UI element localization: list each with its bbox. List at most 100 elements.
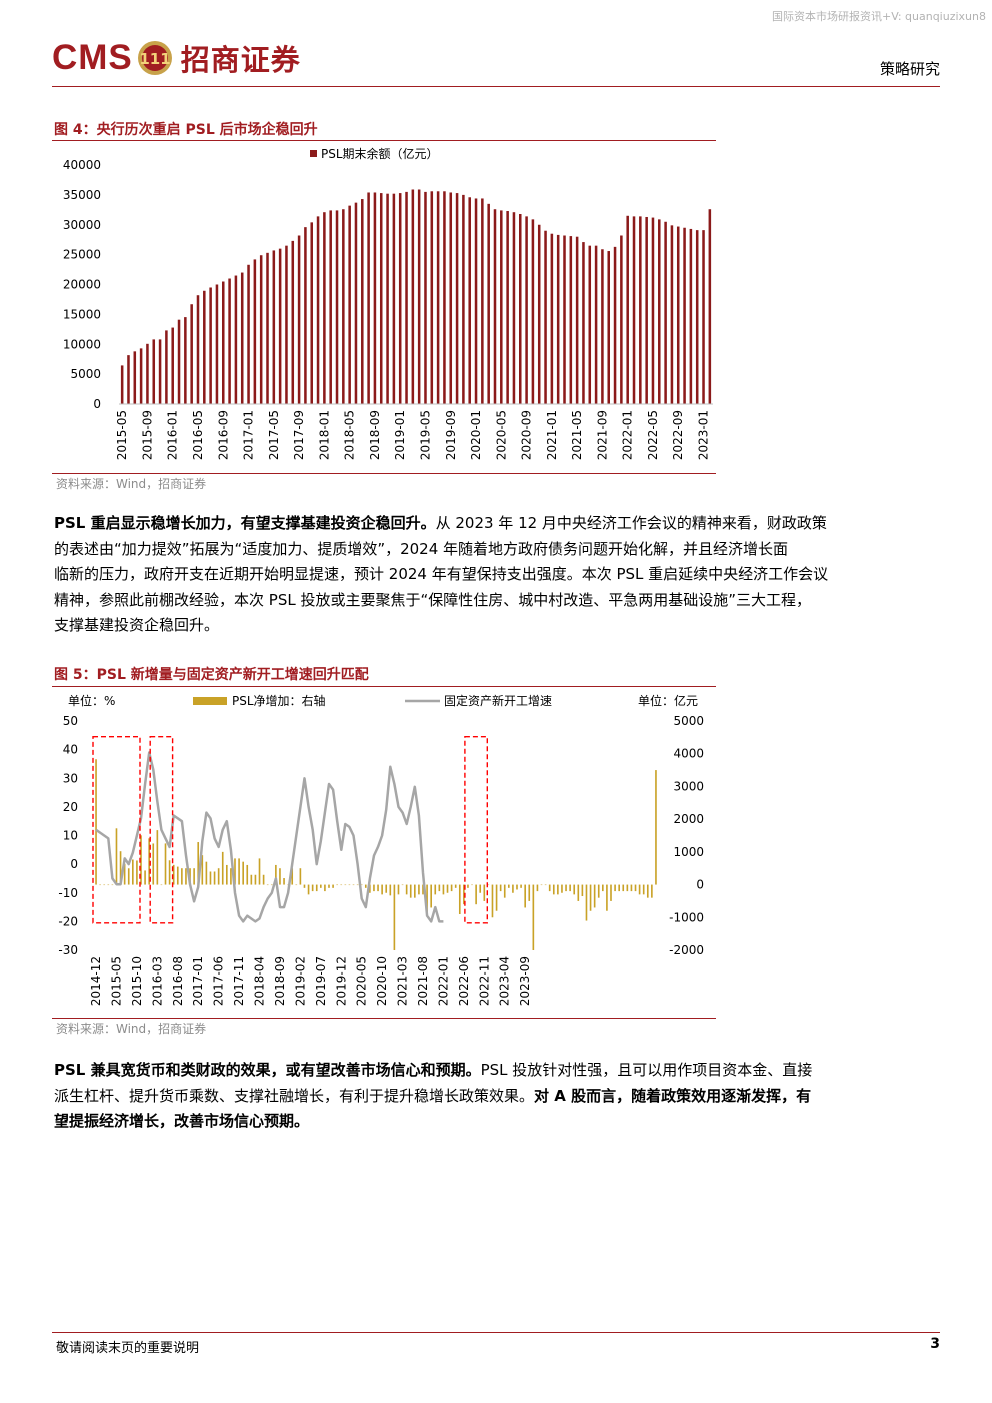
psl-net-increase-bar	[610, 884, 612, 901]
paragraph-line: PSL 兼具宽货币和类财政的效果，或有望改善市场信心和预期。PSL 投放针对性强…	[54, 1058, 938, 1084]
x-tick-label: 2019-01	[393, 410, 407, 460]
psl-balance-bar	[664, 221, 667, 404]
psl-net-increase-bar	[132, 859, 134, 885]
psl-balance-bar	[190, 304, 193, 404]
psl-net-increase-bar	[303, 884, 306, 888]
y-tick-label: 0	[93, 397, 101, 411]
psl-net-increase-bar	[475, 884, 477, 905]
x-tick-label: 2021-09	[595, 410, 609, 460]
psl-balance-bar	[177, 319, 181, 404]
right-y-tick-label: -1000	[669, 910, 704, 924]
left-axis-unit: 单位：%	[68, 693, 115, 708]
psl-balance-bar	[405, 191, 408, 404]
psl-net-increase-bar	[336, 884, 338, 886]
paragraph-emphasis: 对 A 股而言，随着政策效用逐渐发挥，有	[534, 1086, 812, 1105]
psl-balance-bar	[607, 251, 610, 404]
psl-balance-bar	[651, 217, 655, 404]
psl-balance-bar	[670, 225, 674, 404]
logo-badge-icon: 111	[137, 41, 172, 75]
figure5-bottom-rule	[52, 1018, 716, 1019]
left-y-tick-label: 10	[63, 829, 78, 843]
x-tick-label: 2019-12	[334, 956, 348, 1006]
psl-balance-bar	[639, 216, 642, 404]
x-tick-label: 2019-09	[444, 410, 458, 460]
psl-net-increase-bar	[123, 863, 126, 885]
psl-net-increase-bar	[205, 861, 208, 885]
psl-net-increase-bar	[430, 884, 432, 908]
x-tick-label: 2022-09	[671, 410, 685, 460]
new-start-growth-line	[95, 751, 444, 923]
psl-balance-bar	[658, 219, 661, 404]
paragraph-line: 精神，参照此前棚改经验，本次 PSL 投放或主要聚焦于“保障性住房、城中村改造、…	[54, 590, 812, 609]
company-logo: CMS 111 招商证券	[52, 38, 301, 78]
psl-net-increase-bar	[405, 884, 408, 895]
psl-balance-bar	[158, 339, 162, 404]
psl-net-increase-bar	[275, 864, 277, 885]
psl-net-increase-bar	[597, 884, 600, 898]
psl-net-increase-bar	[577, 884, 580, 901]
psl-balance-bar	[146, 343, 149, 404]
psl-balance-bar	[209, 287, 212, 404]
psl-net-increase-bar	[561, 884, 563, 893]
psl-net-increase-bar	[438, 884, 441, 892]
psl-net-increase-bar	[164, 843, 167, 885]
paragraph-text: PSL 投放针对性强，且可以用作项目资本金、直接	[480, 1061, 813, 1079]
psl-net-increase-bar	[385, 884, 388, 893]
left-y-tick-label: -20	[58, 914, 78, 928]
x-tick-label: 2017-11	[232, 956, 246, 1006]
psl-balance-bar	[139, 348, 143, 404]
x-tick-label: 2015-05	[110, 956, 124, 1006]
psl-balance-bar	[430, 191, 434, 404]
psl-net-increase-bar	[332, 884, 334, 888]
paragraph-line: 临新的压力，政府开支在近期开始明显提速，预计 2024 年有望保持支出强度。本次…	[54, 565, 829, 583]
psl-balance-bar	[462, 194, 465, 405]
psl-net-increase-bar	[458, 884, 461, 915]
psl-balance-bar	[620, 235, 623, 404]
psl-balance-bar	[537, 224, 541, 404]
right-axis-unit: 单位：亿元	[638, 693, 698, 708]
footer-disclaimer: 敬请阅读末页的重要说明	[56, 1341, 200, 1356]
psl-net-increase-bar	[352, 884, 355, 886]
psl-balance-bar	[272, 250, 276, 404]
psl-net-increase-bar	[426, 884, 428, 915]
x-tick-label: 2022-01	[621, 410, 635, 460]
psl-net-increase-bar	[360, 884, 363, 886]
psl-net-increase-bar	[266, 884, 269, 886]
psl-balance-bar	[285, 245, 288, 404]
psl-net-increase-bar	[369, 884, 371, 893]
psl-balance-bar	[152, 339, 156, 404]
psl-net-increase-bar	[454, 884, 457, 888]
psl-net-increase-bar	[552, 884, 555, 895]
psl-net-increase-bar	[250, 874, 253, 885]
psl-net-increase-bar	[397, 884, 400, 895]
psl-net-increase-bar	[602, 884, 604, 892]
psl-balance-bar	[379, 193, 383, 404]
psl-balance-bar	[196, 295, 200, 404]
x-tick-label: 2021-08	[416, 956, 430, 1006]
psl-net-increase-bar	[356, 884, 359, 886]
psl-balance-bar	[354, 202, 358, 404]
psl-net-increase-bar	[418, 884, 420, 895]
psl-balance-bar	[613, 246, 617, 404]
psl-net-increase-bar	[569, 884, 571, 892]
psl-net-increase-bar	[193, 868, 195, 885]
psl-net-increase-bar	[348, 884, 351, 886]
psl-balance-bar	[253, 259, 257, 404]
psl-balance-bar	[171, 327, 174, 404]
psl-net-increase-bar	[573, 884, 576, 895]
psl-net-increase-bar	[148, 838, 150, 885]
x-tick-label: 2016-03	[150, 956, 164, 1006]
psl-balance-bar	[645, 216, 648, 404]
y-tick-label: 35000	[63, 188, 101, 202]
psl-balance-bar	[348, 205, 351, 404]
right-y-tick-label: -2000	[669, 943, 704, 957]
psl-net-increase-bar	[242, 861, 244, 885]
x-tick-label: 2015-10	[130, 956, 144, 1006]
x-tick-label: 2020-10	[375, 956, 389, 1006]
figure4-title: 图 4：央行历次重启 PSL 后市场企稳回升	[54, 122, 318, 138]
psl-net-increase-bar	[185, 868, 187, 885]
psl-balance-bar	[575, 236, 579, 404]
psl-net-increase-bar	[234, 858, 236, 885]
psl-net-increase-bar	[389, 884, 392, 896]
x-tick-label: 2021-05	[570, 410, 584, 460]
